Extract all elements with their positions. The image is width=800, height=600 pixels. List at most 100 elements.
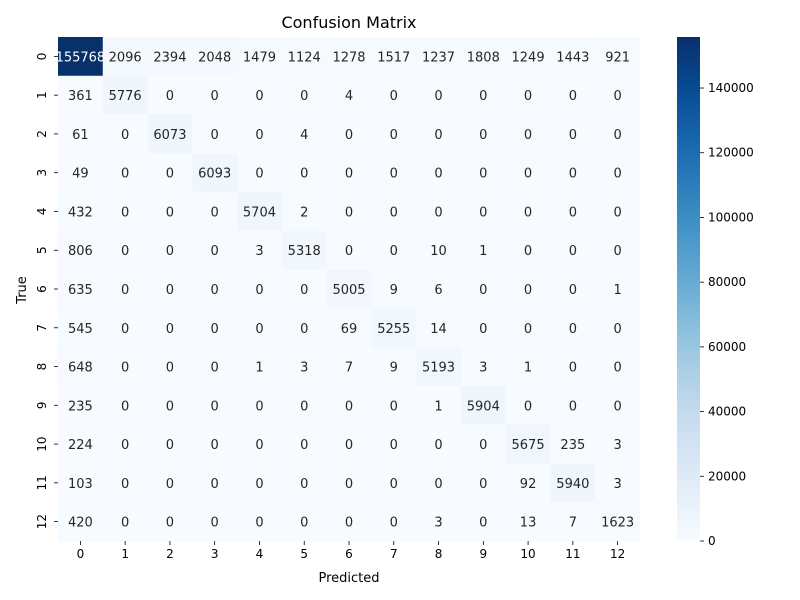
heatmap-cell xyxy=(326,385,372,426)
cell-value-label: 103 xyxy=(68,477,93,492)
heatmap-annotations: 155768 2096 2394 2048 1479 1124 1278 1517 1237 18… xyxy=(56,50,635,530)
cell-value-label: 0 xyxy=(121,205,129,220)
heatmap-cell xyxy=(460,192,507,232)
cell-value-label: 0 xyxy=(121,399,129,414)
cell-value-label: 13 xyxy=(520,516,537,531)
cell-value-label: 2 xyxy=(300,205,308,220)
heatmap-cell xyxy=(550,424,596,464)
heatmap-cell xyxy=(281,75,328,116)
cell-value-label: 0 xyxy=(166,283,174,298)
heatmap-cell xyxy=(416,269,462,309)
heatmap-cell xyxy=(192,424,238,464)
heatmap-cell xyxy=(550,502,596,542)
cell-value-label: 10 xyxy=(430,244,447,259)
cell-value-label: 0 xyxy=(121,361,129,376)
cell-value-label: 0 xyxy=(211,516,219,531)
cell-value-label: 0 xyxy=(211,244,219,259)
heatmap-cell xyxy=(416,347,462,387)
cell-value-label: 2394 xyxy=(153,50,186,65)
cell-value-label: 0 xyxy=(524,89,532,104)
heatmap-cell xyxy=(281,230,328,271)
cell-value-label: 1 xyxy=(479,244,487,259)
cell-value-label: 0 xyxy=(255,516,263,531)
x-tick-label: 6 xyxy=(345,547,353,561)
y-tick-label: 2 xyxy=(35,130,49,138)
heatmap-cell xyxy=(595,308,641,348)
cell-value-label: 0 xyxy=(569,128,577,143)
heatmap-cell xyxy=(281,153,328,193)
cell-value-label: 0 xyxy=(524,244,532,259)
cell-value-label: 0 xyxy=(569,89,577,104)
cell-value-label: 420 xyxy=(68,516,93,531)
x-tick-label: 0 xyxy=(77,547,85,561)
heatmap-cell xyxy=(147,347,193,387)
cell-value-label: 0 xyxy=(345,167,353,182)
y-tick-label: 8 xyxy=(35,363,49,371)
cell-value-label: 0 xyxy=(345,128,353,143)
cell-value-label: 0 xyxy=(300,89,308,104)
heatmap-cell xyxy=(147,230,193,271)
heatmap-cell xyxy=(550,269,596,309)
heatmap-cell xyxy=(147,269,193,309)
cell-value-label: 0 xyxy=(300,477,308,492)
heatmap-cell xyxy=(192,153,238,193)
heatmap-cell xyxy=(505,385,551,426)
heatmap-cell xyxy=(595,502,641,542)
heatmap-cell xyxy=(595,385,641,426)
cell-value-label: 0 xyxy=(166,244,174,259)
heatmap-cell xyxy=(281,192,328,232)
heatmap-cell xyxy=(58,347,104,387)
cell-value-label: 5193 xyxy=(422,361,455,376)
x-tick-label: 3 xyxy=(211,547,219,561)
colorbar-tick-label: 80000 xyxy=(708,275,746,289)
cell-value-label: 0 xyxy=(613,205,621,220)
cell-value-label: 14 xyxy=(430,322,447,337)
cell-value-label: 0 xyxy=(390,399,398,414)
x-axis-label: Predicted xyxy=(318,571,379,586)
heatmap-cell xyxy=(550,153,596,193)
heatmap-cell xyxy=(460,37,507,77)
heatmap-cell xyxy=(58,308,104,348)
cell-value-label: 2096 xyxy=(109,50,142,65)
cell-value-label: 0 xyxy=(300,322,308,337)
cell-value-label: 0 xyxy=(300,167,308,182)
cell-value-label: 0 xyxy=(211,128,219,143)
heatmap-cell xyxy=(326,37,372,77)
cell-value-label: 0 xyxy=(300,438,308,453)
colorbar-tick-label: 120000 xyxy=(708,146,754,160)
heatmap-cell xyxy=(237,502,283,542)
heatmap-cell xyxy=(460,385,507,426)
heatmap-cell xyxy=(326,308,372,348)
cell-value-label: 0 xyxy=(121,167,129,182)
cell-value-label: 0 xyxy=(166,516,174,531)
cell-value-label: 0 xyxy=(479,516,487,531)
heatmap-cell xyxy=(192,230,238,271)
heatmap-cell xyxy=(326,230,372,271)
cell-value-label: 0 xyxy=(121,128,129,143)
cell-value-label: 0 xyxy=(479,128,487,143)
heatmap-cell xyxy=(147,424,193,464)
heatmap-cell xyxy=(505,424,551,464)
heatmap-cell xyxy=(371,463,417,503)
heatmap-cell xyxy=(237,308,283,348)
heatmap-cell xyxy=(371,75,417,116)
heatmap-cell xyxy=(326,424,372,464)
heatmap-cell xyxy=(102,192,149,232)
cell-value-label: 0 xyxy=(479,438,487,453)
cell-value-label: 0 xyxy=(166,89,174,104)
cell-value-label: 0 xyxy=(613,244,621,259)
y-axis-label: True xyxy=(15,276,30,305)
heatmap-cell xyxy=(416,385,462,426)
heatmap-cell xyxy=(281,308,328,348)
cell-value-label: 7 xyxy=(345,361,353,376)
cell-value-label: 5005 xyxy=(332,283,365,298)
heatmap-cell xyxy=(326,75,372,116)
y-tick-label: 3 xyxy=(35,169,49,177)
heatmap-cell xyxy=(460,114,507,154)
heatmap-cell xyxy=(371,192,417,232)
cell-value-label: 1443 xyxy=(556,50,589,65)
heatmap-cell xyxy=(147,192,193,232)
colorbar-tick-label: 20000 xyxy=(708,469,746,483)
heatmap-cell xyxy=(147,463,193,503)
cell-value-label: 9 xyxy=(390,361,398,376)
